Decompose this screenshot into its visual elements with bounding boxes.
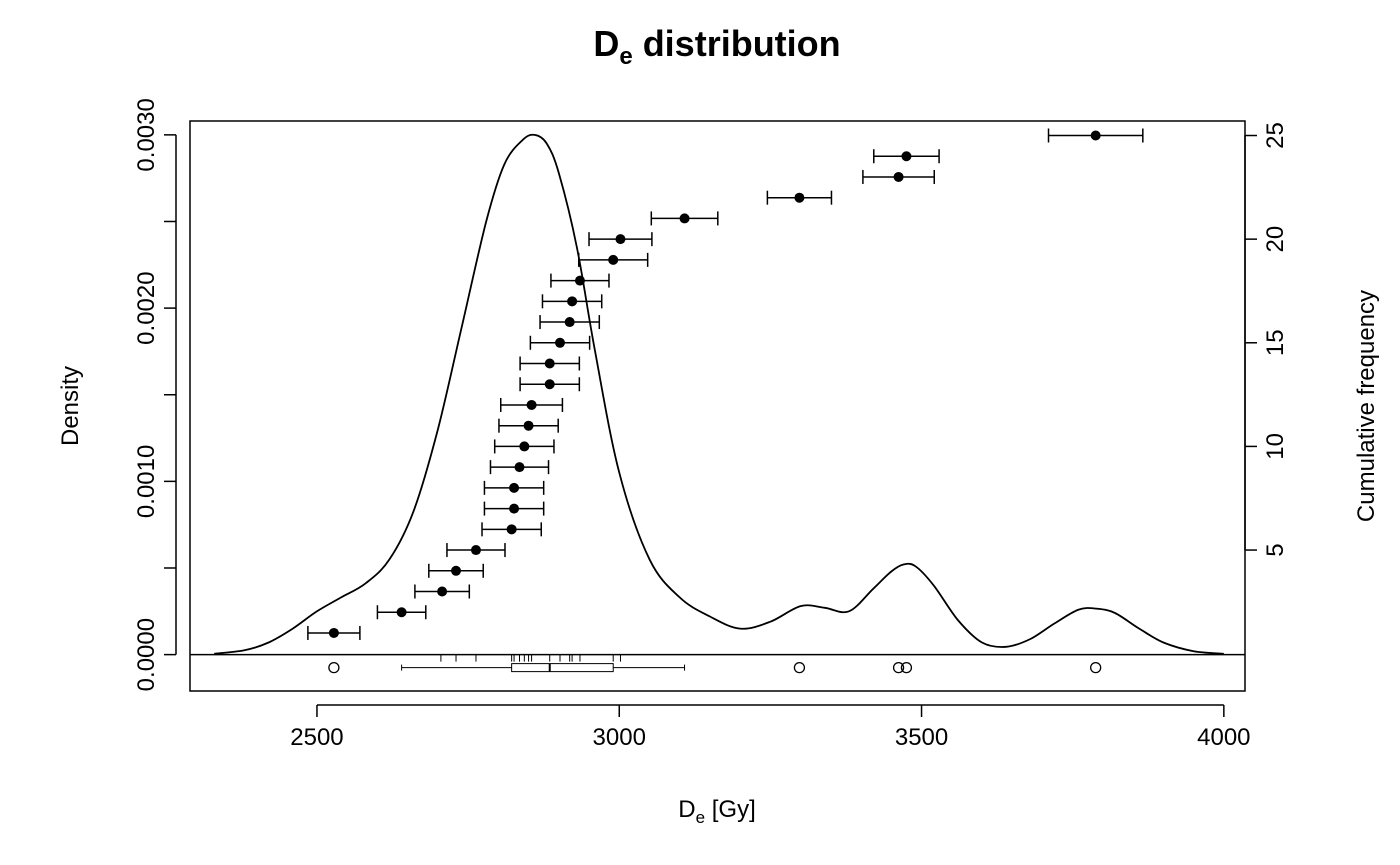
- data-point: [523, 420, 534, 431]
- data-point: [544, 358, 555, 369]
- x-tick-label: 3500: [895, 724, 948, 751]
- data-point: [470, 545, 481, 556]
- density-curve: [214, 133, 1224, 655]
- data-point: [451, 565, 462, 576]
- x-tick-label: 2500: [290, 724, 343, 751]
- data-point: [893, 171, 904, 182]
- data-point: [509, 482, 520, 493]
- y2-tick-label: 10: [1262, 433, 1289, 460]
- data-point: [615, 234, 626, 245]
- y-axis-left: 0.0000 0.0010 0.0020 0.0030: [133, 98, 177, 691]
- boxplot-outlier: [328, 661, 340, 674]
- y2-tick-label: 25: [1262, 122, 1289, 149]
- chart-title: De distribution: [593, 23, 840, 70]
- cumulative-points: [307, 128, 1144, 640]
- data-point: [437, 586, 448, 597]
- y-tick-label: 0.0000: [133, 618, 160, 691]
- data-point: [1090, 130, 1101, 141]
- data-point: [328, 627, 339, 638]
- y2-tick-label: 20: [1262, 226, 1289, 253]
- y-tick-label: 0.0030: [133, 98, 160, 171]
- boxplot-box: [511, 663, 614, 673]
- data-point: [794, 192, 805, 203]
- x-tick-label: 4000: [1197, 724, 1250, 751]
- x-tick-label: 3000: [593, 724, 646, 751]
- y-axis-right: 5 10 15 20 25: [1244, 122, 1289, 557]
- data-point: [509, 503, 520, 514]
- x-axis-label: De [Gy]: [678, 796, 755, 827]
- data-point: [544, 379, 555, 390]
- data-point: [901, 151, 912, 162]
- data-point: [574, 275, 585, 286]
- boxplot-outlier: [892, 661, 905, 674]
- y2-tick-label: 5: [1262, 543, 1289, 556]
- plot-frame: [189, 120, 1246, 692]
- y-axis-label: Density: [57, 366, 84, 446]
- y2-axis-label: Cumulative frequency: [1353, 290, 1380, 522]
- boxplot: [328, 661, 1102, 674]
- boxplot-outlier: [900, 661, 913, 674]
- boxplot-outlier: [793, 661, 806, 674]
- data-point: [396, 607, 407, 618]
- boxplot-outlier: [1090, 661, 1102, 674]
- data-point: [514, 462, 525, 473]
- y-tick-label: 0.0010: [133, 445, 160, 518]
- data-point: [555, 337, 566, 348]
- rug: [440, 654, 621, 662]
- x-axis: 2500 3000 3500 4000: [290, 704, 1251, 751]
- data-point: [519, 441, 530, 452]
- data-point: [506, 524, 517, 535]
- data-point: [679, 213, 690, 224]
- data-point: [567, 296, 578, 307]
- data-point: [608, 254, 619, 265]
- data-point: [526, 399, 537, 410]
- data-point: [564, 317, 575, 328]
- y2-tick-label: 15: [1262, 329, 1289, 356]
- y-tick-label: 0.0020: [133, 271, 160, 344]
